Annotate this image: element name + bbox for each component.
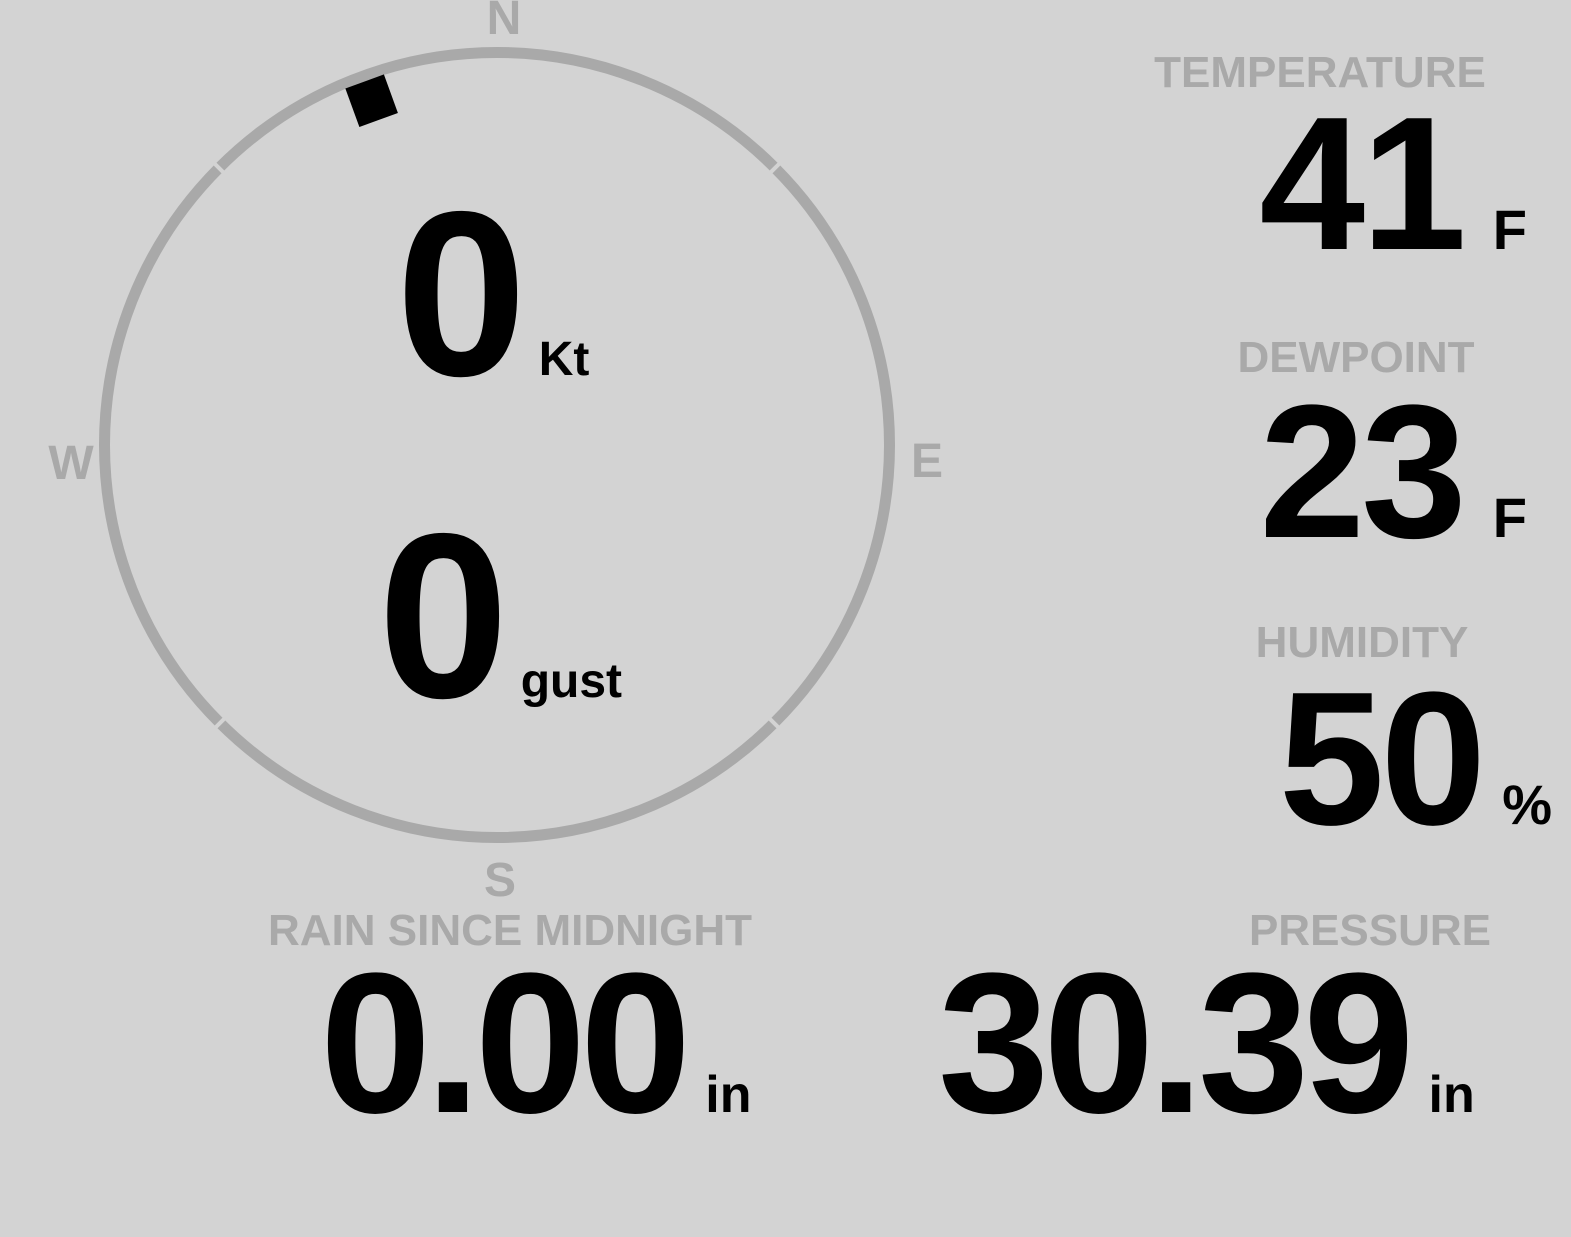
compass-ring-icon [99, 47, 895, 843]
pressure-reading: 30.39 in [938, 944, 1475, 1144]
humidity-label: HUMIDITY [1255, 618, 1469, 667]
pressure-unit: in [1428, 1066, 1475, 1124]
wind-gust-value: 0 [378, 484, 509, 747]
wind-gust-unit: gust [520, 655, 623, 708]
rain-label: RAIN SINCE MIDNIGHT [268, 906, 752, 955]
pressure-value: 30.39 [938, 932, 1414, 1155]
wind-speed-unit: Kt [538, 333, 590, 386]
pressure-label: PRESSURE [1248, 906, 1492, 955]
humidity-unit: % [1502, 773, 1552, 836]
temperature-unit: F [1492, 198, 1527, 261]
temperature-label: TEMPERATURE [1154, 48, 1486, 97]
dewpoint-value: 23 [1259, 366, 1466, 578]
wind-speed: 0 Kt [396, 176, 589, 411]
wind-speed-value: 0 [396, 162, 527, 425]
humidity-reading: 50% [1279, 664, 1552, 854]
compass-east-label: E [910, 435, 944, 488]
temperature-reading: 41 F [1259, 89, 1527, 279]
dewpoint-label: DEWPOINT [1237, 333, 1475, 382]
temperature-value: 41 [1259, 78, 1466, 290]
compass-south-label: S [483, 854, 517, 907]
rain-reading: 0.00 in [320, 944, 751, 1144]
rain-value: 0.00 [320, 932, 691, 1155]
compass-north-label: N [486, 0, 522, 45]
rain-unit: in [705, 1066, 752, 1124]
dewpoint-unit: F [1492, 486, 1527, 549]
dewpoint-reading: 23 F [1259, 377, 1527, 567]
humidity-value: 50 [1278, 653, 1486, 865]
wind-gust: 0 gust [378, 498, 622, 733]
compass-west-label: W [48, 437, 94, 490]
